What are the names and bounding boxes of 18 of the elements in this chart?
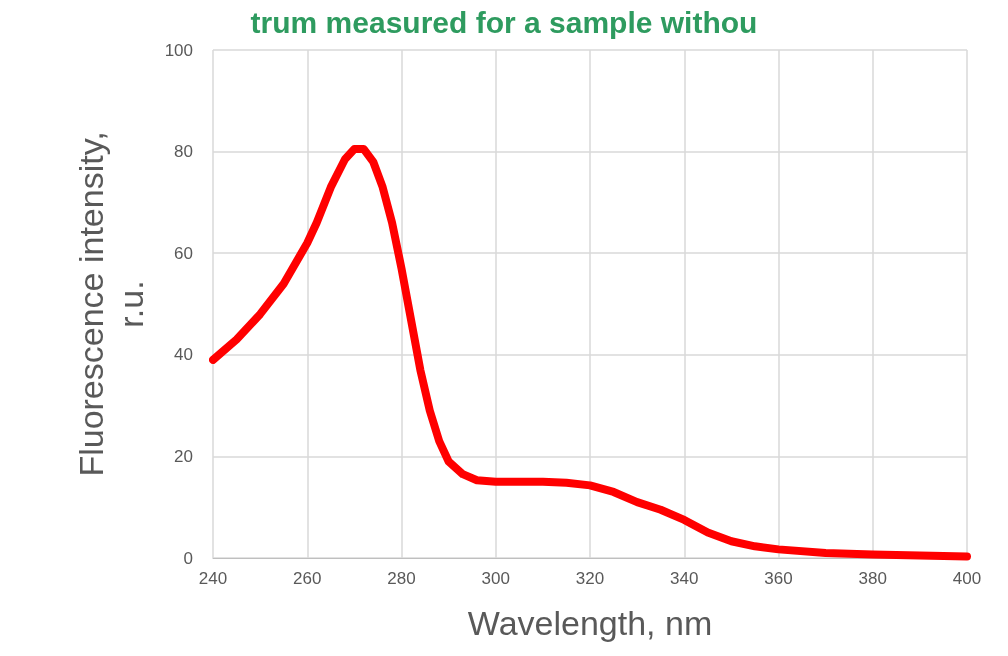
chart-title: trum measured for a sample withou: [250, 5, 758, 39]
x-tick-label: 240: [198, 569, 228, 588]
x-tick-label: 320: [575, 569, 605, 588]
x-axis-title: Wavelength, nm: [467, 604, 713, 642]
y-tick-label: 100: [164, 40, 193, 60]
x-tick-label: 280: [387, 569, 416, 588]
y-tick-label: 20: [174, 446, 193, 466]
y-axis-title: Fluorescence intensity, r.u.: [72, 131, 150, 477]
x-tick-label: 360: [764, 569, 793, 588]
y-tick-label: 0: [183, 548, 193, 568]
x-tick-label: 400: [952, 569, 982, 588]
x-tick-label: 260: [293, 569, 322, 588]
y-tick-label: 80: [174, 142, 193, 162]
y-tick-label: 60: [174, 243, 193, 263]
x-tick-label: 340: [670, 569, 699, 588]
y-tick-label: 40: [174, 345, 193, 365]
x-tick-label: 300: [481, 569, 510, 588]
x-tick-label: 380: [858, 569, 887, 588]
